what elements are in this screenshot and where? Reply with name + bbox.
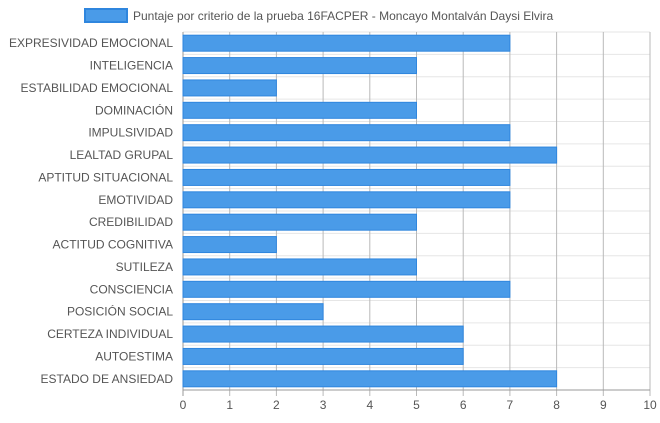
- bar[interactable]: [182, 303, 324, 321]
- category-label: ESTADO DE ANSIEDAD: [41, 372, 174, 386]
- x-tick-label: 3: [320, 398, 327, 412]
- category-label: EMOTIVIDAD: [98, 193, 173, 207]
- x-tick-label: 1: [226, 398, 233, 412]
- category-labels: EXPRESIVIDAD EMOCIONAL INTELIGENCIA ESTABI…: [9, 36, 173, 386]
- bar[interactable]: [182, 213, 417, 231]
- bar[interactable]: [182, 79, 277, 97]
- category-label: ACTITUD COGNITIVA: [53, 238, 173, 252]
- x-tick-label: 6: [460, 398, 467, 412]
- bar[interactable]: [182, 168, 511, 186]
- x-tick-label: 0: [180, 398, 187, 412]
- category-label: INTELIGENCIA: [90, 59, 173, 73]
- category-label: CREDIBILIDAD: [89, 215, 173, 229]
- category-label: AUTOESTIMA: [95, 349, 173, 363]
- legend[interactable]: Puntaje por criterio de la prueba 16FACP…: [84, 8, 554, 23]
- x-tick-label: 7: [507, 398, 514, 412]
- bar[interactable]: [182, 34, 511, 52]
- legend-swatch[interactable]: [84, 8, 128, 23]
- x-tick-label: 5: [413, 398, 420, 412]
- bar[interactable]: [182, 258, 417, 276]
- bar[interactable]: [182, 280, 511, 298]
- bars: [182, 34, 558, 388]
- category-label: LEALTAD GRUPAL: [70, 148, 174, 162]
- bar[interactable]: [182, 325, 464, 343]
- category-label: IMPULSIVIDAD: [88, 126, 173, 140]
- category-label: POSICIÓN SOCIAL: [67, 304, 173, 319]
- bar[interactable]: [182, 236, 277, 254]
- x-tick-label: 4: [366, 398, 373, 412]
- bar[interactable]: [182, 101, 417, 119]
- category-label: CERTEZA INDIVIDUAL: [47, 327, 173, 341]
- category-label: EXPRESIVIDAD EMOCIONAL: [9, 36, 173, 50]
- bar[interactable]: [182, 191, 511, 209]
- category-label: APTITUD SITUACIONAL: [38, 170, 173, 184]
- x-tick-label: 10: [643, 398, 657, 412]
- x-tick-label: 2: [273, 398, 280, 412]
- category-label: ESTABILIDAD EMOCIONAL: [21, 81, 174, 95]
- category-label: CONSCIENCIA: [90, 282, 173, 296]
- category-label: DOMINACIÓN: [95, 102, 173, 117]
- bar[interactable]: [182, 146, 558, 164]
- bar[interactable]: [182, 124, 511, 142]
- bar[interactable]: [182, 57, 417, 75]
- x-tick-label: 8: [553, 398, 560, 412]
- x-tick-label: 9: [600, 398, 607, 412]
- x-axis-ticks: 0 1 2 3 4 5 6 7 8 9 10: [180, 398, 657, 412]
- bar[interactable]: [182, 370, 558, 388]
- bar[interactable]: [182, 347, 464, 365]
- legend-label[interactable]: Puntaje por criterio de la prueba 16FACP…: [133, 9, 554, 23]
- category-label: SUTILEZA: [116, 260, 173, 274]
